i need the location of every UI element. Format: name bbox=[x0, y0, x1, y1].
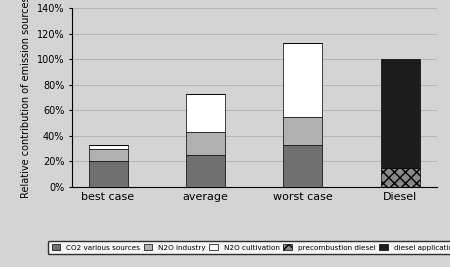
Bar bbox=[381, 168, 420, 187]
Y-axis label: Relative contribution of emission sources: Relative contribution of emission source… bbox=[21, 0, 31, 198]
Bar bbox=[89, 145, 127, 148]
Bar bbox=[284, 145, 323, 187]
Bar bbox=[284, 42, 323, 117]
Bar bbox=[89, 148, 127, 161]
Bar bbox=[284, 117, 323, 145]
Bar bbox=[186, 94, 225, 132]
Bar bbox=[186, 132, 225, 155]
Legend: CO2 various sources, N2O industry, N2O cultivation, precombustion diesel, diesel: CO2 various sources, N2O industry, N2O c… bbox=[48, 241, 450, 254]
Bar bbox=[186, 155, 225, 187]
Bar bbox=[89, 161, 127, 187]
Bar bbox=[381, 59, 420, 168]
